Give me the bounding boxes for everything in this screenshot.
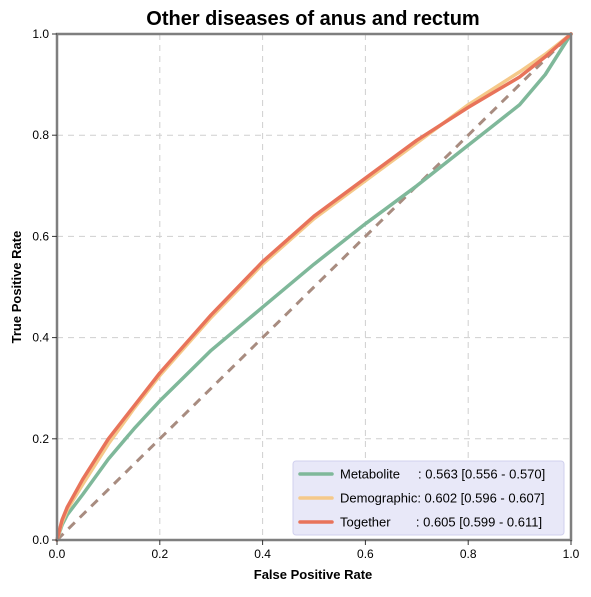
series-line-demographic [55,32,573,542]
x-tick-label: 1.0 [563,547,580,561]
y-tick-label: 0.0 [32,533,49,547]
x-ticks: 0.0 0.2 0.4 0.6 0.8 1.0 [49,540,580,561]
legend-box [292,460,565,536]
series-line-together [55,32,573,542]
legend-label-metabolite: Metabolite : 0.563 [0.556 - 0.570] [340,467,545,482]
y-ticks: 0.0 0.2 0.4 0.6 0.8 1.0 [32,27,57,547]
x-tick-label: 0.8 [460,547,477,561]
reference-line-layer [55,32,573,542]
y-tick-label: 0.2 [32,432,49,446]
legend-items: Metabolite : 0.563 [0.556 - 0.570] Demogr… [298,467,545,530]
series-line-metabolite [55,32,573,542]
grid-lines [57,34,571,540]
y-tick-label: 0.8 [32,128,49,142]
legend-label-together: Together : 0.605 [0.599 - 0.611] [340,515,542,530]
legend: Metabolite : 0.563 [0.556 - 0.570] Demogr… [292,460,565,536]
reference-diagonal-line [55,32,573,542]
chart-title: Other diseases of anus and rectum [146,8,479,30]
y-axis-label: True Positive Rate [9,231,24,344]
y-tick-label: 0.4 [32,331,49,345]
y-tick-label: 0.6 [32,229,49,243]
y-tick-label: 1.0 [32,27,49,41]
x-tick-label: 0.6 [357,547,374,561]
x-tick-label: 0.4 [254,547,271,561]
plot-frame [55,32,573,542]
x-axis-label: False Positive Rate [254,567,373,582]
legend-label-demographic: Demographic: 0.602 [0.596 - 0.607] [340,491,545,506]
x-tick-label: 0.0 [49,547,66,561]
series-layer [55,32,573,542]
x-tick-label: 0.2 [151,547,168,561]
